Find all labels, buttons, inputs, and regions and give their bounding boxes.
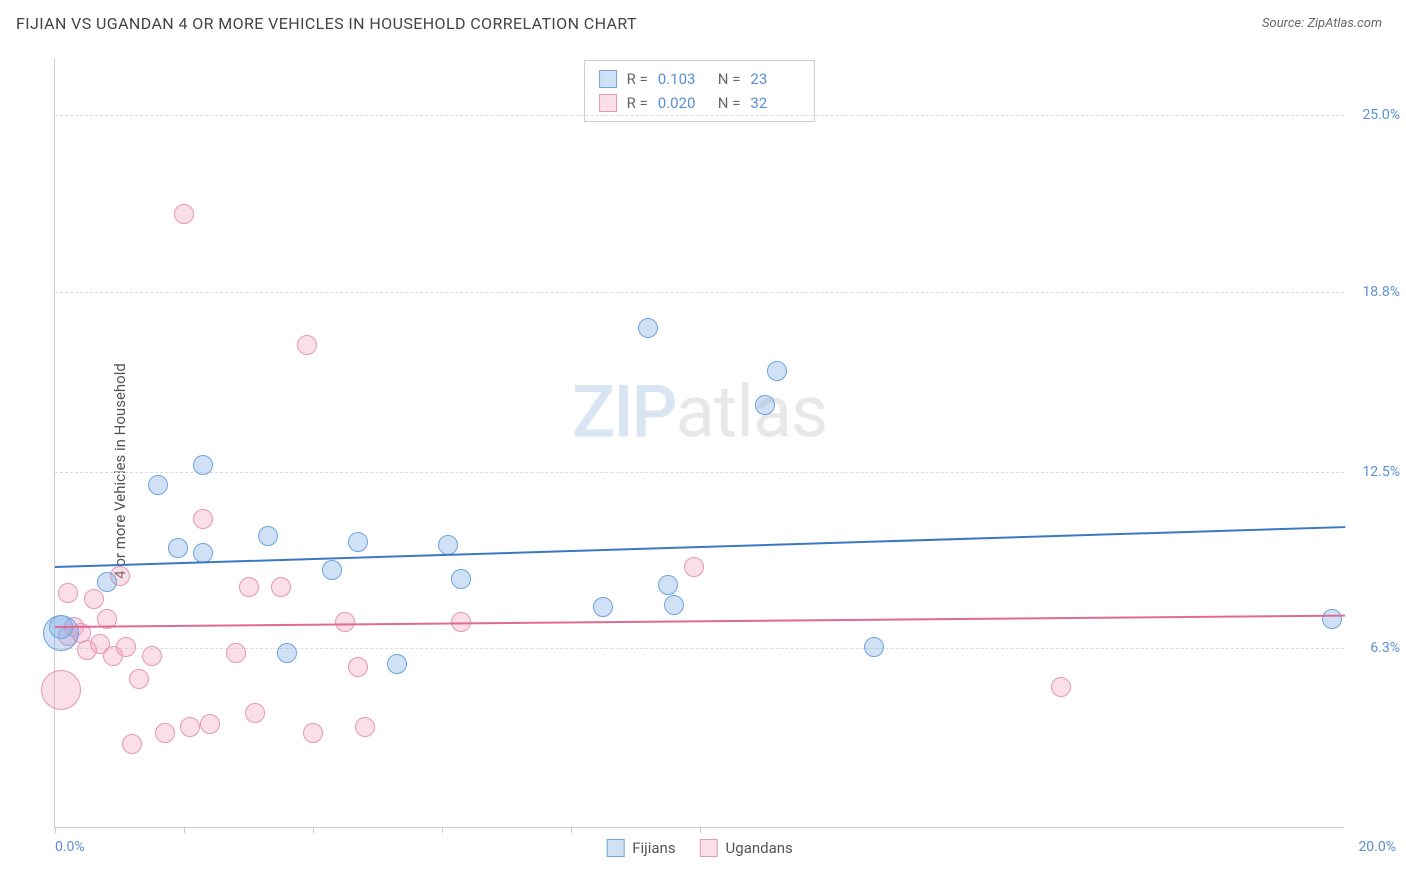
- data-point: [303, 723, 323, 743]
- data-point: [174, 204, 194, 224]
- stat-n-label: N =: [718, 91, 741, 115]
- x-axis-label: 0.0%: [55, 839, 85, 855]
- stat-r-value: 0.103: [658, 67, 708, 91]
- data-point: [767, 361, 787, 381]
- x-tick: [313, 827, 314, 833]
- stat-r-label: R =: [627, 67, 648, 91]
- data-point: [129, 669, 149, 689]
- data-point: [271, 577, 291, 597]
- data-point: [348, 532, 368, 552]
- gridline: [55, 648, 1344, 649]
- data-point: [638, 318, 658, 338]
- stat-n-value: 23: [750, 67, 800, 91]
- x-tick: [55, 827, 56, 833]
- legend-swatch: [700, 839, 718, 857]
- data-point: [258, 526, 278, 546]
- watermark: ZIPatlas: [572, 369, 827, 454]
- data-point: [58, 583, 78, 603]
- data-point: [193, 509, 213, 529]
- stat-n-label: N =: [718, 67, 741, 91]
- stat-r-label: R =: [627, 91, 648, 115]
- stat-r-value: 0.020: [658, 91, 708, 115]
- x-tick: [184, 827, 185, 833]
- chart-title: FIJIAN VS UGANDAN 4 OR MORE VEHICLES IN …: [16, 14, 637, 33]
- data-point: [1051, 677, 1071, 697]
- data-point: [322, 560, 342, 580]
- data-point: [200, 714, 220, 734]
- chart-area: 4 or more Vehicles in Household ZIPatlas…: [0, 50, 1406, 892]
- data-point: [168, 538, 188, 558]
- data-point: [664, 595, 684, 615]
- plot-region: ZIPatlas R =0.103N =23R =0.020N =32 Fiji…: [54, 58, 1344, 828]
- data-point: [438, 535, 458, 555]
- legend-swatch: [599, 94, 617, 112]
- x-axis-label: 20.0%: [1358, 839, 1396, 855]
- data-point: [180, 717, 200, 737]
- stat-legend-row: R = 0.103 N = 23: [599, 67, 801, 91]
- gridline: [55, 115, 1344, 116]
- legend-label: Fijians: [632, 839, 675, 857]
- trend-line: [55, 614, 1345, 627]
- data-point: [122, 734, 142, 754]
- legend-swatch: [606, 839, 624, 857]
- chart-source: Source: ZipAtlas.com: [1262, 16, 1382, 31]
- data-point: [755, 395, 775, 415]
- data-point: [658, 575, 678, 595]
- data-point: [684, 557, 704, 577]
- data-point: [148, 475, 168, 495]
- data-point: [864, 637, 884, 657]
- x-tick: [442, 827, 443, 833]
- gridline: [55, 292, 1344, 293]
- legend-label: Ugandans: [726, 839, 793, 857]
- x-tick: [571, 827, 572, 833]
- x-tick: [700, 827, 701, 833]
- data-point: [116, 637, 136, 657]
- data-point: [245, 703, 265, 723]
- stat-n-value: 32: [750, 91, 800, 115]
- data-point: [193, 455, 213, 475]
- y-tick-label: 18.8%: [1362, 284, 1400, 300]
- stats-legend: R = 0.103 N = 23 R = 0.020 N = 32: [584, 60, 816, 122]
- y-tick-label: 6.3%: [1370, 640, 1400, 656]
- data-point: [155, 723, 175, 743]
- data-point: [297, 335, 317, 355]
- data-point: [84, 589, 104, 609]
- data-point: [335, 612, 355, 632]
- stat-legend-row: R = 0.020 N = 32: [599, 91, 801, 115]
- data-point: [355, 717, 375, 737]
- gridline: [55, 472, 1344, 473]
- data-point: [226, 643, 246, 663]
- y-tick-label: 12.5%: [1362, 464, 1400, 480]
- data-point: [387, 654, 407, 674]
- series-legend: Fijians Ugandans: [606, 839, 793, 857]
- legend-item: Fijians: [606, 839, 675, 857]
- data-point: [142, 646, 162, 666]
- data-point: [451, 569, 471, 589]
- data-point: [41, 670, 81, 710]
- data-point: [277, 643, 297, 663]
- legend-item: Ugandans: [700, 839, 793, 857]
- chart-header: FIJIAN VS UGANDAN 4 OR MORE VEHICLES IN …: [0, 0, 1406, 39]
- data-point: [239, 577, 259, 597]
- data-point: [348, 657, 368, 677]
- legend-swatch: [599, 70, 617, 88]
- data-point: [1322, 609, 1342, 629]
- data-point: [97, 572, 117, 592]
- data-point: [593, 597, 613, 617]
- y-tick-label: 25.0%: [1362, 107, 1400, 123]
